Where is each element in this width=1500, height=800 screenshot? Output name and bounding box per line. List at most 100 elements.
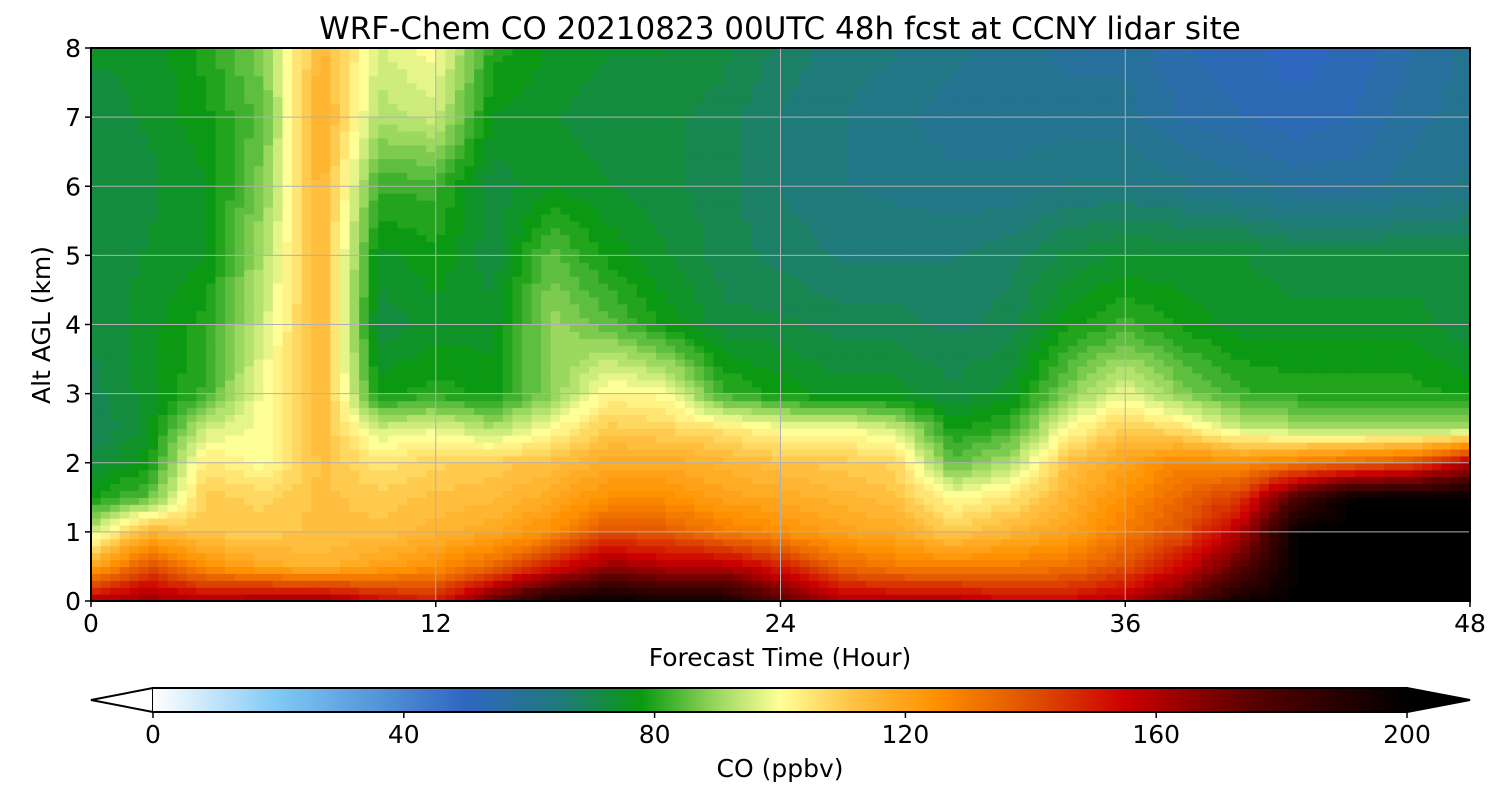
heat-cell <box>1374 462 1385 471</box>
heat-cell <box>924 379 935 388</box>
heat-cell <box>1345 497 1356 505</box>
heat-cell <box>1125 393 1136 402</box>
heat-cell <box>1259 421 1270 429</box>
heat-cell <box>129 359 140 367</box>
heat-cell <box>723 476 734 485</box>
heat-cell <box>100 504 111 512</box>
heat-cell <box>1058 421 1069 429</box>
heat-cell <box>1374 393 1385 402</box>
heat-cell <box>646 552 657 561</box>
heat-cell <box>1393 365 1404 374</box>
heat-cell <box>828 435 839 443</box>
heat-cell <box>91 359 102 367</box>
heat-cell <box>694 566 705 574</box>
heat-cell <box>1288 455 1299 464</box>
heat-cell <box>1211 545 1222 554</box>
heat-cell <box>445 490 456 498</box>
heat-cell <box>1249 545 1260 554</box>
heat-cell <box>493 393 504 402</box>
heat-cell <box>866 476 877 485</box>
heat-cell <box>1249 365 1260 374</box>
heat-cell <box>713 435 724 443</box>
heat-cell <box>1048 483 1059 491</box>
heat-cell <box>119 573 130 581</box>
heat-cell <box>1173 462 1184 471</box>
heat-cell <box>770 483 782 491</box>
heat-cell <box>1182 580 1193 588</box>
heat-cell <box>627 518 638 526</box>
heat-cell <box>1000 400 1011 409</box>
heat-cell <box>1364 393 1375 402</box>
heat-cell <box>751 476 762 485</box>
heat-cell <box>924 538 935 547</box>
heat-cell <box>167 407 178 415</box>
heat-cell <box>378 462 389 471</box>
heat-cell <box>311 594 322 601</box>
heat-cell <box>895 483 906 491</box>
heat-cell <box>1326 476 1337 485</box>
heat-cell <box>167 379 178 388</box>
heat-cell <box>1335 490 1347 498</box>
heat-cell <box>723 518 734 526</box>
heat-cell <box>1201 538 1213 547</box>
heat-cell <box>1316 566 1327 574</box>
heat-cell <box>799 372 810 381</box>
heat-cell <box>1106 476 1117 485</box>
heat-cell <box>416 455 427 464</box>
heat-cell <box>770 552 782 561</box>
heat-cell <box>1077 421 1088 429</box>
heat-cell <box>598 545 609 554</box>
heat-cell <box>636 407 648 415</box>
heat-cell <box>541 414 552 422</box>
heat-cell <box>588 476 600 485</box>
heat-cell <box>914 511 925 519</box>
heat-cell <box>560 359 571 367</box>
heat-cell <box>713 407 724 415</box>
heat-cell <box>1297 421 1308 429</box>
heat-cell <box>828 559 839 568</box>
heat-cell <box>110 414 121 422</box>
heat-cell <box>751 587 762 595</box>
heat-cell <box>885 504 897 512</box>
heat-cell <box>837 442 849 450</box>
heat-cell <box>435 407 446 415</box>
heat-cell <box>1077 435 1088 443</box>
heat-cell <box>349 359 360 367</box>
heat-cell <box>1345 594 1356 601</box>
heat-cell <box>675 365 686 374</box>
heat-cell <box>895 435 906 443</box>
heat-cell <box>943 365 954 374</box>
heat-cell <box>215 448 226 457</box>
heat-cell <box>397 365 408 374</box>
heat-cell <box>675 524 686 533</box>
heat-cell <box>1307 518 1318 526</box>
heat-cell <box>1000 545 1011 554</box>
heat-cell <box>617 365 628 374</box>
heat-cell <box>464 545 475 554</box>
heat-cell <box>1307 462 1318 471</box>
heat-cell <box>1029 386 1040 395</box>
heat-cell <box>713 428 724 436</box>
heat-cell <box>1106 469 1117 478</box>
heat-cell <box>1106 421 1117 429</box>
heat-cell <box>244 490 255 498</box>
heat-cell <box>952 407 964 415</box>
heat-cell <box>742 490 753 498</box>
heat-cell <box>751 573 762 581</box>
heat-cell <box>282 524 293 533</box>
heat-cell <box>636 504 648 512</box>
heat-cell <box>1326 372 1337 381</box>
heat-cell <box>837 497 849 505</box>
heat-cell <box>263 518 274 526</box>
heat-cell <box>407 511 418 519</box>
heat-cell <box>158 448 169 457</box>
heat-cell <box>1374 518 1385 526</box>
heat-cell <box>397 428 408 436</box>
heat-cell <box>933 538 944 547</box>
heat-cell <box>828 428 839 436</box>
heat-cell <box>416 545 427 554</box>
heat-cell <box>205 559 217 568</box>
heat-cell <box>809 573 820 581</box>
heat-cell <box>1240 538 1251 547</box>
heat-cell <box>512 435 523 443</box>
